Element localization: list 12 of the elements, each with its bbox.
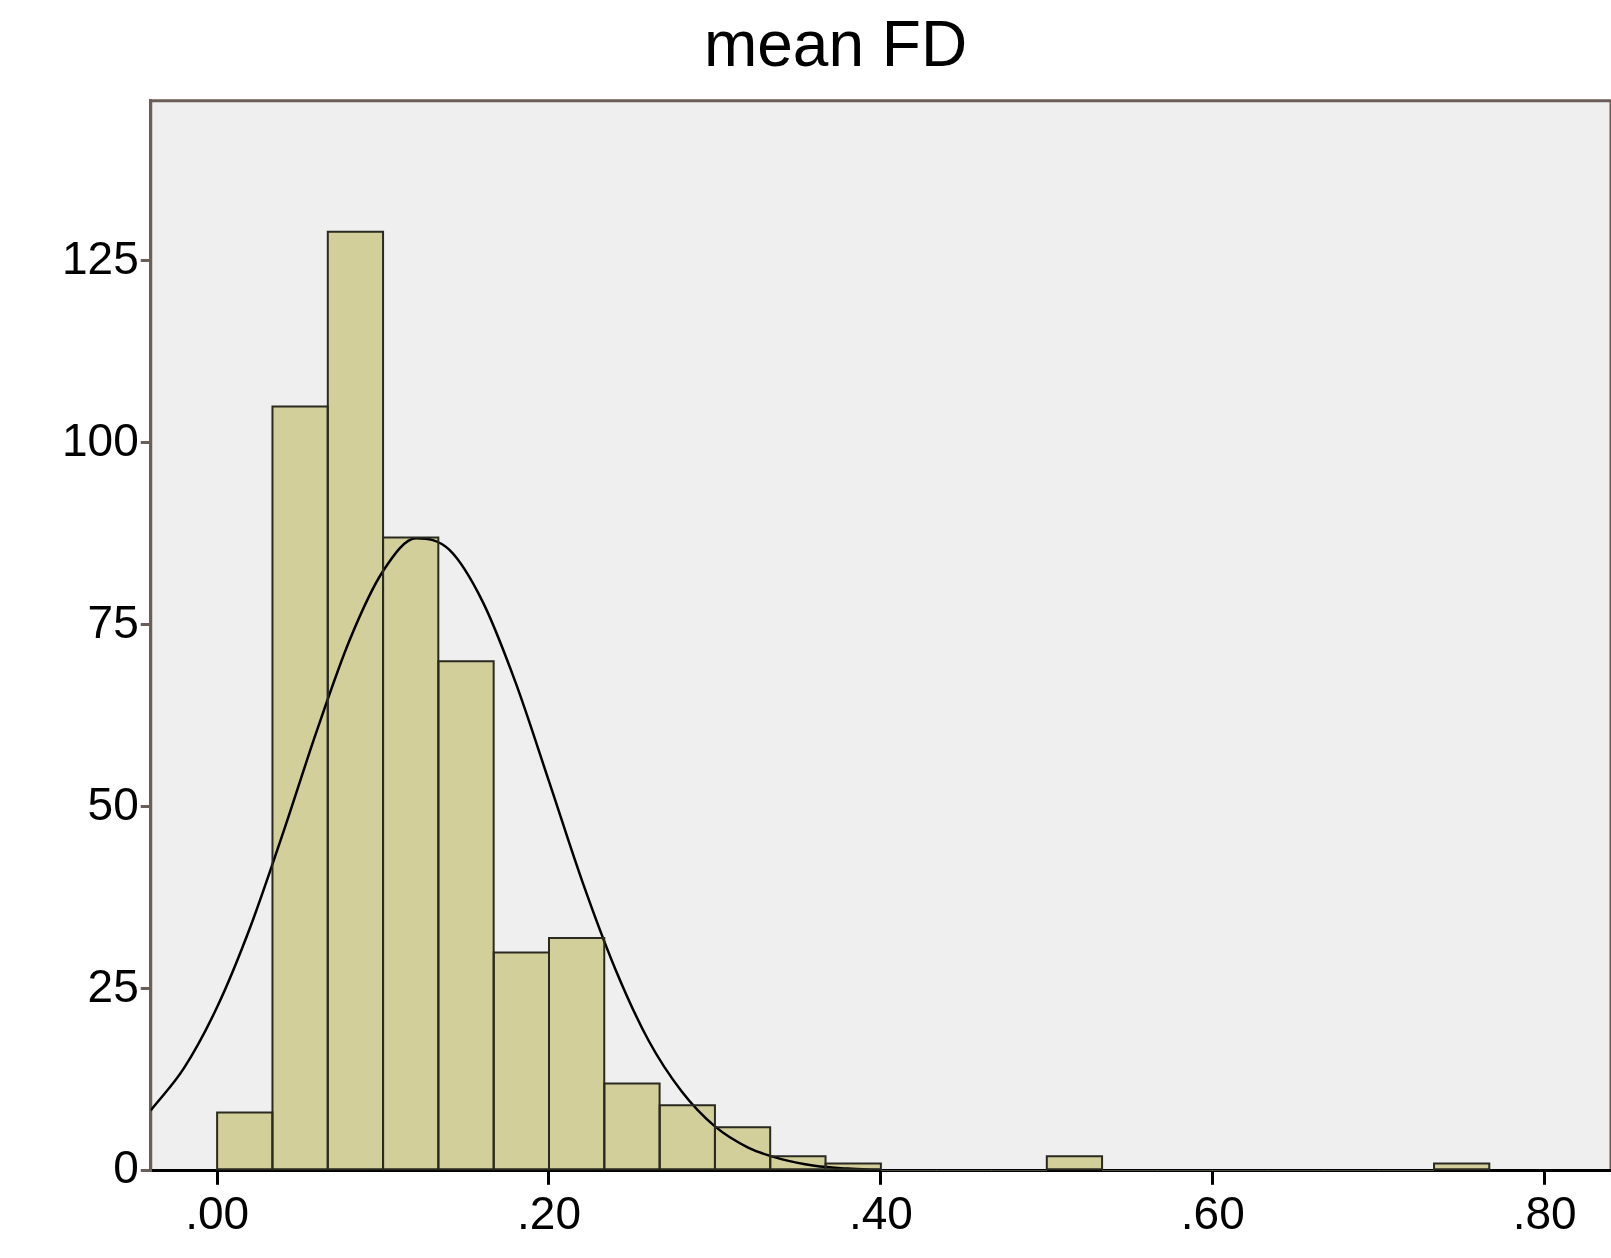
x-tick-label: .80 (1512, 1187, 1577, 1240)
x-tick-label: .00 (185, 1187, 250, 1240)
y-tick-label: 0 (113, 1141, 139, 1194)
y-tick-label: 25 (87, 959, 139, 1012)
chart-title: mean FD (703, 8, 968, 81)
y-tick-label: 125 (62, 231, 139, 284)
y-tick-label: 50 (87, 777, 139, 830)
y-tick-label: 100 (62, 413, 139, 466)
x-tick-label: .40 (848, 1187, 913, 1240)
y-tick-label: 75 (87, 595, 139, 648)
x-tick-label: .20 (517, 1187, 581, 1240)
x-tick-label: .60 (1180, 1187, 1245, 1240)
